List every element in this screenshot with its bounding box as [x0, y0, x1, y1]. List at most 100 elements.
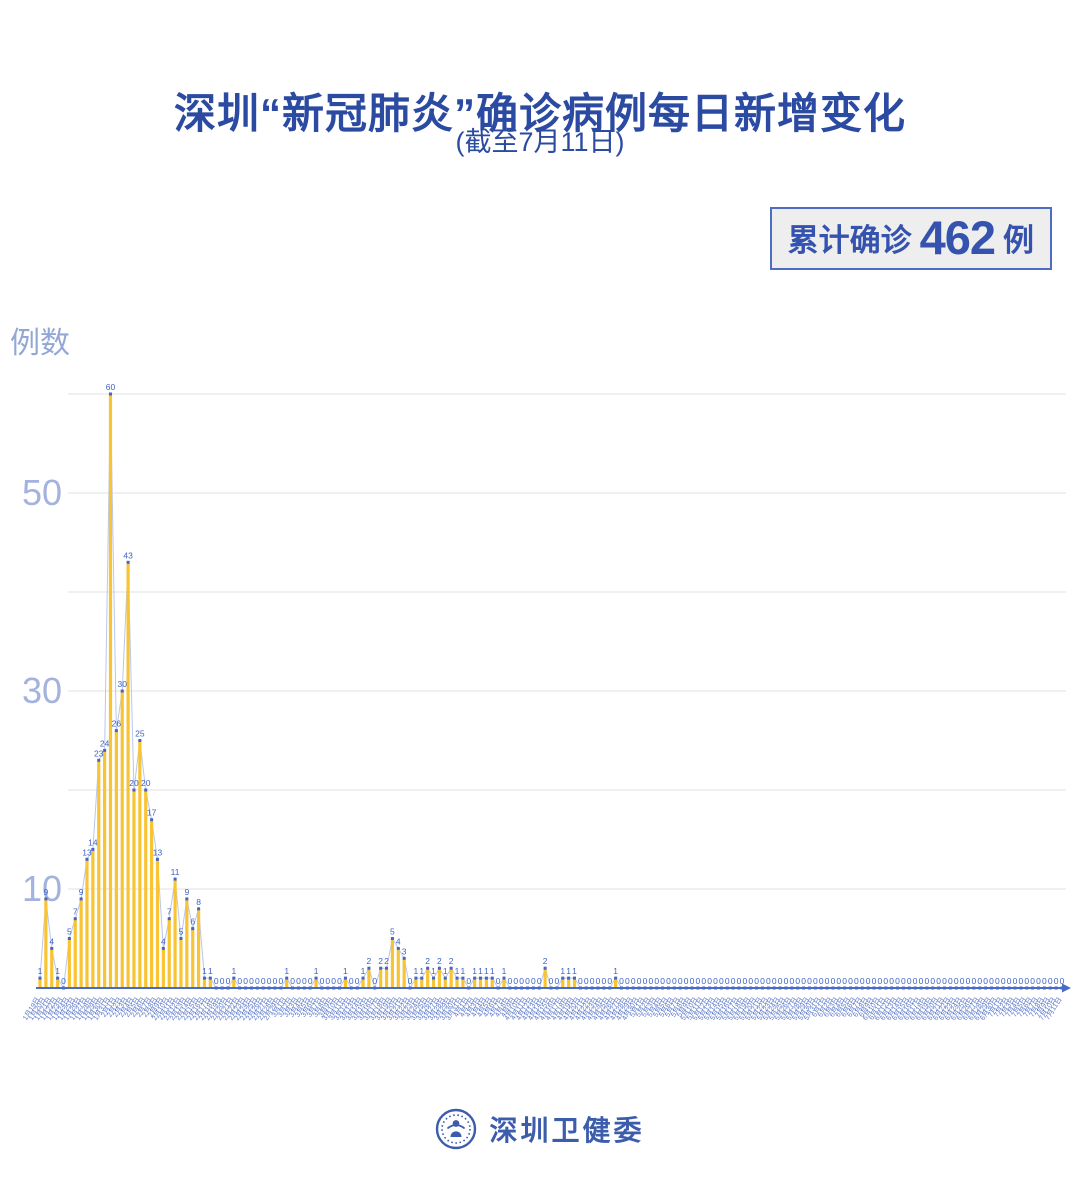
- daily-bar: [390, 938, 395, 988]
- daily-bar: [79, 898, 83, 988]
- x-axis-arrow: [1062, 983, 1071, 993]
- value-label: 2: [384, 956, 389, 966]
- daily-bar: [73, 918, 77, 988]
- value-label: 0: [607, 976, 612, 986]
- value-label: 0: [296, 976, 301, 986]
- data-point-dot: [479, 976, 483, 980]
- value-label: 0: [930, 976, 935, 986]
- daily-bar: [437, 968, 442, 988]
- value-label: 0: [531, 976, 536, 986]
- data-point-dot: [490, 976, 494, 980]
- value-label: 0: [349, 976, 354, 986]
- value-label: 4: [396, 936, 401, 946]
- data-point-dot: [402, 956, 406, 960]
- daily-bar: [343, 978, 348, 988]
- page-title: 深圳“新冠肺炎”确诊病例每日新增变化: [173, 90, 906, 138]
- value-label: 0: [819, 976, 824, 986]
- value-label: 7: [167, 907, 172, 917]
- data-point-dot: [120, 689, 124, 693]
- value-label: 0: [801, 976, 806, 986]
- value-label: 0: [1030, 976, 1035, 986]
- daily-bar: [396, 948, 400, 988]
- daily-bar: [120, 691, 124, 988]
- daily-bar: [490, 978, 494, 988]
- value-label: 1: [461, 966, 466, 976]
- value-label: 0: [860, 976, 865, 986]
- value-label: 0: [549, 976, 554, 986]
- y-tick-label: 10: [22, 868, 62, 909]
- value-label: 43: [123, 550, 133, 560]
- value-label: 0: [1042, 976, 1047, 986]
- value-label: 0: [654, 976, 659, 986]
- value-label: 0: [889, 976, 894, 986]
- value-label: 13: [153, 847, 163, 857]
- value-label: 1: [443, 966, 448, 976]
- data-point-dot: [161, 946, 165, 950]
- data-point-dot: [79, 897, 83, 901]
- value-label: 0: [901, 976, 906, 986]
- value-label: 30: [117, 679, 127, 689]
- value-label: 0: [237, 976, 242, 986]
- value-label: 0: [637, 976, 642, 986]
- value-label: 0: [1013, 976, 1018, 986]
- value-label: 0: [977, 976, 982, 986]
- value-label: 0: [631, 976, 636, 986]
- value-label: 0: [907, 976, 912, 986]
- footer: 深圳卫健委: [0, 1108, 1080, 1150]
- daily-bar: [50, 948, 54, 988]
- value-label: 0: [813, 976, 818, 986]
- value-label: 0: [660, 976, 665, 986]
- data-point-dot: [38, 976, 42, 980]
- daily-bar: [56, 978, 60, 988]
- daily-bar: [402, 958, 406, 988]
- data-point-dot: [572, 976, 576, 980]
- value-label: 0: [731, 976, 736, 986]
- data-point-dot: [443, 976, 447, 980]
- value-label: 0: [355, 976, 360, 986]
- value-label: 0: [707, 976, 712, 986]
- daily-new-cases-chart: 1030501941057913142324602630432025201713…: [21, 382, 1071, 1022]
- value-label: 1: [431, 966, 436, 976]
- value-label: 6: [190, 917, 195, 927]
- value-label: 3: [402, 946, 407, 956]
- value-label: 0: [836, 976, 841, 986]
- value-label: 0: [584, 976, 589, 986]
- value-label: 1: [361, 966, 366, 976]
- data-point-dot: [197, 907, 201, 911]
- value-label: 0: [760, 976, 765, 986]
- daily-bar: [196, 908, 201, 988]
- value-label: 0: [255, 976, 260, 986]
- data-point-dot: [56, 976, 60, 980]
- daily-bar: [155, 859, 160, 988]
- badge-total-value: 462: [919, 211, 996, 264]
- value-label: 0: [408, 976, 413, 986]
- value-label: 0: [590, 976, 595, 986]
- daily-bar: [379, 968, 383, 988]
- shenzhen-health-commission-logo-icon: [435, 1108, 477, 1150]
- data-point-dot: [379, 966, 383, 970]
- value-label: 0: [972, 976, 977, 986]
- data-point-dot: [173, 877, 177, 881]
- daily-bar: [232, 978, 236, 988]
- value-label: 0: [249, 976, 254, 986]
- value-label: 1: [38, 966, 43, 976]
- value-label: 0: [331, 976, 336, 986]
- daily-bar: [167, 918, 171, 988]
- data-point-dot: [103, 748, 107, 752]
- data-point-dot: [367, 966, 371, 970]
- data-point-dot: [191, 927, 195, 931]
- value-label: 0: [831, 976, 836, 986]
- daily-bar: [91, 849, 95, 988]
- value-label: 0: [513, 976, 518, 986]
- data-point-dot: [567, 976, 571, 980]
- value-label: 1: [314, 966, 319, 976]
- value-label: 0: [725, 976, 730, 986]
- value-label: 0: [872, 976, 877, 986]
- value-label: 4: [161, 936, 166, 946]
- value-label: 0: [701, 976, 706, 986]
- value-label: 0: [290, 976, 295, 986]
- value-label: 0: [825, 976, 830, 986]
- data-point-dot: [614, 976, 618, 980]
- data-point-dot: [561, 976, 565, 980]
- value-label: 2: [437, 956, 442, 966]
